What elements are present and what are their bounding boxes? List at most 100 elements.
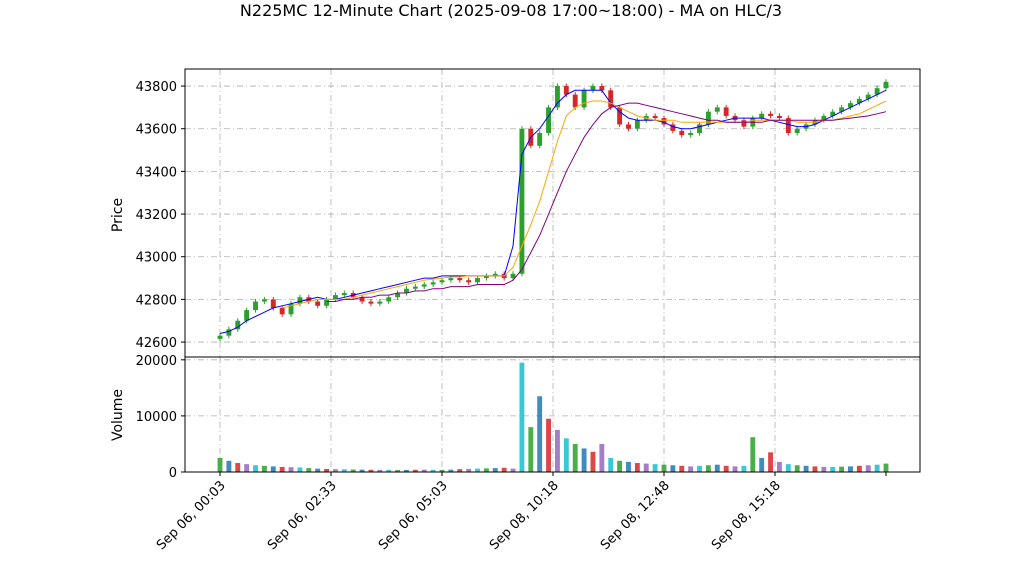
- volume-bar: [732, 466, 738, 472]
- candle-body: [475, 278, 480, 283]
- candle-body: [848, 103, 853, 108]
- volume-bar: [643, 463, 649, 472]
- candle-body: [226, 329, 232, 336]
- volume-bar: [768, 452, 774, 472]
- volume-bar: [315, 468, 321, 472]
- candle-body: [404, 288, 409, 293]
- candle-body: [279, 307, 285, 315]
- price-tick-label: 43200: [136, 208, 177, 223]
- volume-bar: [554, 429, 560, 472]
- candle-body: [510, 273, 516, 279]
- volume-bar: [563, 438, 569, 472]
- volume-bar: [253, 465, 258, 472]
- volume-bar: [803, 465, 809, 472]
- x-tick-label: Sep 08, 10:18: [487, 478, 562, 553]
- price-tick-label: 42800: [136, 293, 177, 308]
- candle-body: [634, 120, 640, 129]
- price-tick-label: 43800: [136, 80, 177, 95]
- candle-body: [563, 86, 569, 95]
- candle-body: [412, 286, 418, 289]
- candle-body: [377, 301, 383, 304]
- candle-body: [546, 107, 552, 133]
- candle-body: [288, 303, 294, 315]
- candle-body: [688, 133, 694, 136]
- volume-bar: [865, 465, 871, 472]
- volume-bar: [714, 464, 720, 472]
- volume-tick-label: 0: [169, 466, 177, 481]
- volume-bar: [306, 468, 312, 472]
- volume-bar: [697, 465, 702, 472]
- volume-bar: [608, 457, 614, 472]
- volume-bar: [501, 467, 507, 472]
- volume-bar: [519, 362, 525, 472]
- volume-bar: [270, 466, 276, 472]
- volume-bar: [661, 464, 667, 472]
- volume-bar: [741, 465, 747, 472]
- price-tick-label: 43000: [136, 251, 177, 266]
- candle-body: [261, 299, 267, 302]
- volume-bar: [883, 463, 889, 472]
- volume-bar: [590, 451, 596, 472]
- volume-bar: [874, 464, 880, 472]
- volume-bar: [759, 457, 765, 472]
- moving-average-lines: [219, 89, 887, 334]
- chart-title: N225MC 12-Minute Chart (2025-09-08 17:00…: [240, 1, 782, 20]
- candle-body: [439, 280, 445, 283]
- volume-bar: [217, 457, 223, 472]
- candle-body: [253, 301, 258, 311]
- volume-bar: [528, 427, 534, 472]
- candle-body: [608, 90, 614, 108]
- candle-body: [617, 107, 623, 125]
- x-tick-label: Sep 06, 00:03: [154, 478, 229, 553]
- volume-bar: [776, 461, 782, 472]
- price-axis-label: Price: [110, 198, 126, 232]
- volume-bar: [626, 461, 631, 472]
- candle-body: [324, 299, 330, 306]
- volume-bar: [288, 467, 294, 472]
- candle-body: [741, 120, 747, 127]
- candle-body: [865, 94, 871, 99]
- volume-bar: [848, 466, 853, 472]
- volume-bar: [341, 469, 347, 472]
- volume-panel-frame: [184, 356, 921, 473]
- candle-body: [839, 107, 845, 112]
- x-axis: Sep 06, 00:03 Sep 06, 02:33 Sep 06, 05:03 S…: [154, 472, 887, 553]
- price-panel-frame: [184, 68, 921, 358]
- candle-body: [661, 118, 667, 125]
- volume-bar: [510, 468, 516, 472]
- volume-bar: [244, 464, 250, 472]
- volume-bar: [457, 469, 463, 472]
- volume-bar: [812, 466, 818, 472]
- candle-body: [430, 282, 436, 285]
- candle-body: [368, 301, 374, 304]
- volume-bar: [839, 466, 845, 472]
- candle-body: [776, 115, 782, 119]
- volume-bar: [679, 465, 685, 472]
- price-candles: [217, 79, 889, 342]
- candle-body: [492, 273, 498, 276]
- volume-bar: [688, 466, 694, 472]
- volume-bar: [492, 468, 498, 472]
- candle-body: [315, 301, 321, 306]
- candle-body: [217, 335, 223, 339]
- volume-bar: [634, 463, 640, 472]
- volume-bar: [297, 467, 303, 472]
- candle-body: [670, 124, 676, 131]
- candle-body: [297, 297, 303, 304]
- candle-body: [874, 88, 880, 95]
- volume-bar: [652, 464, 658, 472]
- candle-body: [395, 293, 401, 298]
- candle-body: [235, 320, 241, 330]
- candle-body: [537, 133, 543, 146]
- candle-body: [270, 299, 276, 308]
- candle-body: [590, 86, 596, 91]
- candle-body: [599, 86, 605, 91]
- volume-y-axis: 0 10000 20000: [136, 354, 185, 481]
- volume-bar: [466, 468, 472, 472]
- volume-bar: [785, 464, 791, 472]
- candle-body: [554, 86, 560, 108]
- candle-body: [359, 297, 365, 302]
- volume-bar: [856, 465, 862, 472]
- volume-bar: [324, 468, 330, 472]
